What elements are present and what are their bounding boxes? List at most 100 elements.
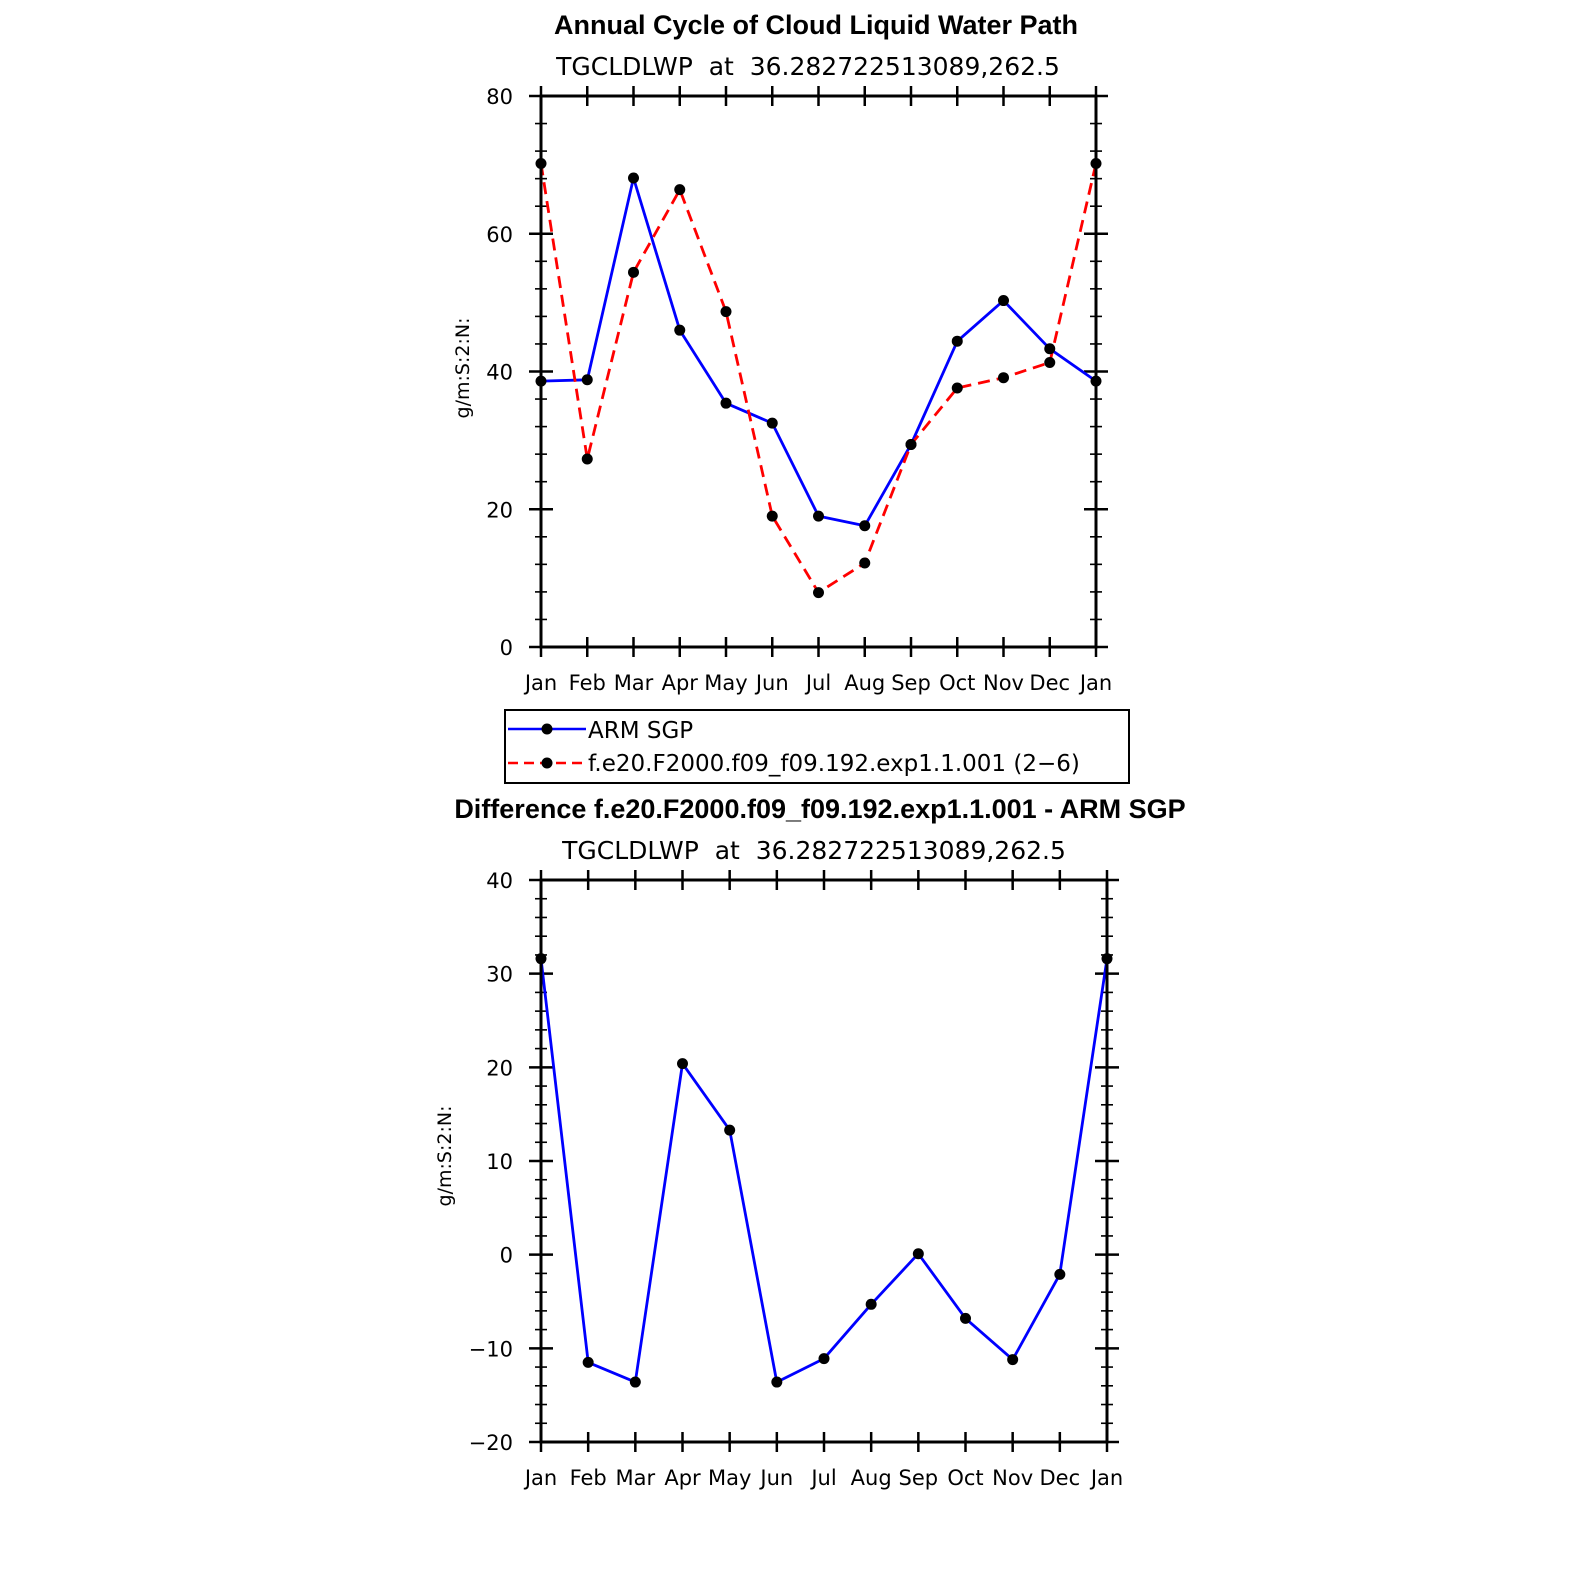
- data-point-0-2: [629, 1376, 641, 1388]
- y-tick-label: −20: [469, 1431, 513, 1455]
- difference-ticks: [529, 870, 1119, 1452]
- x-tick-label: May: [708, 1466, 751, 1490]
- data-point-0-4: [720, 397, 732, 409]
- x-tick-label: Sep: [899, 1466, 939, 1490]
- y-tick-label: 30: [486, 963, 513, 987]
- legend-entry-arm-sgp: ARM SGP: [508, 718, 693, 744]
- series-line-0: [540, 176, 1097, 528]
- series-line-0: [539, 958, 1109, 1384]
- x-tick-label: Jan: [1089, 1466, 1123, 1490]
- data-point-0-10: [998, 295, 1009, 307]
- data-point-0-6: [818, 1353, 830, 1365]
- y-tick-label: 10: [486, 1150, 513, 1174]
- x-tick-label: Oct: [947, 1466, 983, 1490]
- y-tick-label: 60: [486, 223, 513, 247]
- y-tick-label: 80: [486, 85, 513, 109]
- difference-lines: [539, 958, 1109, 1384]
- x-tick-label: Sep: [891, 671, 931, 695]
- x-tick-label: Jul: [809, 1466, 836, 1490]
- x-tick-label: Feb: [569, 671, 606, 695]
- difference-y-tick-labels: −20 −10 0 10 20 30 40: [469, 869, 513, 1455]
- x-tick-label: May: [704, 671, 747, 695]
- data-point-0-5: [766, 417, 778, 429]
- annual-cycle-panel: Annual Cycle of Cloud Liquid Water Path …: [452, 10, 1112, 695]
- annual-cycle-plot-frame: [539, 94, 1098, 649]
- difference-ylabel: g/m:S:2:N:: [434, 1106, 456, 1207]
- data-point-0-3: [674, 324, 686, 336]
- annual-cycle-x-tick-labels: Jan Feb Mar Apr May Jun Jul Aug Sep Oct Nov Dec Jan: [523, 671, 1112, 695]
- difference-subtitle: TGCLDLWP at 36.282722513089,262.5: [561, 836, 1066, 865]
- x-tick-label: Nov: [992, 1466, 1033, 1490]
- data-point-1-4: [720, 306, 732, 318]
- data-point-1-5: [766, 510, 778, 522]
- x-tick-label: Jan: [1078, 671, 1112, 695]
- data-point-0-10: [1007, 1354, 1019, 1366]
- y-tick-label: −10: [469, 1337, 513, 1361]
- annual-cycle-y-tick-labels: 0 20 40 60 80: [486, 85, 513, 660]
- data-point-1-8: [905, 439, 917, 451]
- x-tick-label: Feb: [570, 1466, 607, 1490]
- data-point-0-3: [677, 1058, 688, 1070]
- data-point-0-11: [1044, 343, 1056, 355]
- data-point-1-6: [813, 587, 824, 599]
- y-tick-label: 20: [486, 498, 513, 522]
- data-point-1-2: [628, 266, 639, 278]
- legend-box: [504, 709, 1130, 784]
- data-point-1-10: [998, 372, 1009, 384]
- difference-panel: Difference f.e20.F2000.f09_f09.192.exp1.…: [434, 794, 1186, 1490]
- x-tick-label: Apr: [664, 1466, 701, 1490]
- x-tick-label: Jun: [754, 671, 789, 695]
- legend-marker-model: [541, 757, 553, 769]
- data-point-1-7: [859, 557, 871, 569]
- data-point-0-9: [951, 335, 963, 347]
- x-tick-label: Aug: [851, 1466, 892, 1490]
- legend-label-model: f.e20.F2000.f09_f09.192.exp1.1.001 (2−6): [588, 751, 1080, 777]
- data-point-0-5: [771, 1376, 783, 1388]
- data-point-0-7: [865, 1298, 877, 1310]
- data-point-0-2: [628, 172, 639, 184]
- data-point-0-6: [813, 510, 824, 522]
- x-tick-label: Oct: [939, 671, 975, 695]
- legend-marker-arm-sgp: [541, 723, 553, 735]
- y-tick-label: 20: [486, 1056, 513, 1080]
- data-point-0-1: [581, 374, 593, 386]
- x-tick-label: Jan: [523, 1466, 557, 1490]
- data-point-0-7: [859, 520, 871, 532]
- annual-cycle-title: Annual Cycle of Cloud Liquid Water Path: [554, 10, 1078, 40]
- legend-entry-model: f.e20.F2000.f09_f09.192.exp1.1.001 (2−6): [508, 751, 1080, 777]
- x-tick-label: Mar: [614, 671, 654, 695]
- series-line-1: [539, 163, 1098, 594]
- difference-title: Difference f.e20.F2000.f09_f09.192.exp1.…: [454, 794, 1185, 824]
- data-point-1-9: [951, 382, 963, 394]
- x-tick-label: Jan: [523, 671, 557, 695]
- data-point-1-11: [1044, 357, 1056, 369]
- y-tick-label: 0: [500, 636, 513, 660]
- difference-x-tick-labels: Jan Feb Mar Apr May Jun Jul Aug Sep Oct Nov Dec Jan: [523, 1466, 1123, 1490]
- annual-cycle-points: [535, 157, 1102, 599]
- annual-cycle-ylabel: g/m:S:2:N:: [452, 318, 474, 419]
- x-tick-label: Aug: [844, 671, 885, 695]
- data-point-1-1: [581, 453, 593, 465]
- x-tick-label: Dec: [1040, 1466, 1081, 1490]
- legend: ARM SGP f.e20.F2000.f09_f09.192.exp1.1.0…: [504, 709, 1130, 784]
- data-point-0-4: [724, 1124, 736, 1136]
- y-tick-label: 0: [500, 1244, 513, 1268]
- data-point-1-3: [674, 184, 686, 196]
- x-tick-label: Jul: [804, 671, 831, 695]
- x-tick-label: Dec: [1029, 671, 1070, 695]
- annual-cycle-subtitle: TGCLDLWP at 36.282722513089,262.5: [555, 52, 1060, 81]
- difference-points: [535, 953, 1113, 1388]
- difference-plot-frame: [539, 878, 1109, 1444]
- x-tick-label: Jun: [758, 1466, 793, 1490]
- x-tick-label: Apr: [662, 671, 699, 695]
- data-point-0-11: [1054, 1268, 1066, 1280]
- y-tick-label: 40: [486, 361, 513, 385]
- x-tick-label: Mar: [616, 1466, 656, 1490]
- data-point-0-1: [582, 1356, 594, 1368]
- legend-label-arm-sgp: ARM SGP: [588, 718, 693, 744]
- data-point-0-9: [960, 1312, 971, 1324]
- annual-cycle-lines: [539, 163, 1098, 594]
- y-tick-label: 40: [486, 869, 513, 893]
- x-tick-label: Nov: [983, 671, 1024, 695]
